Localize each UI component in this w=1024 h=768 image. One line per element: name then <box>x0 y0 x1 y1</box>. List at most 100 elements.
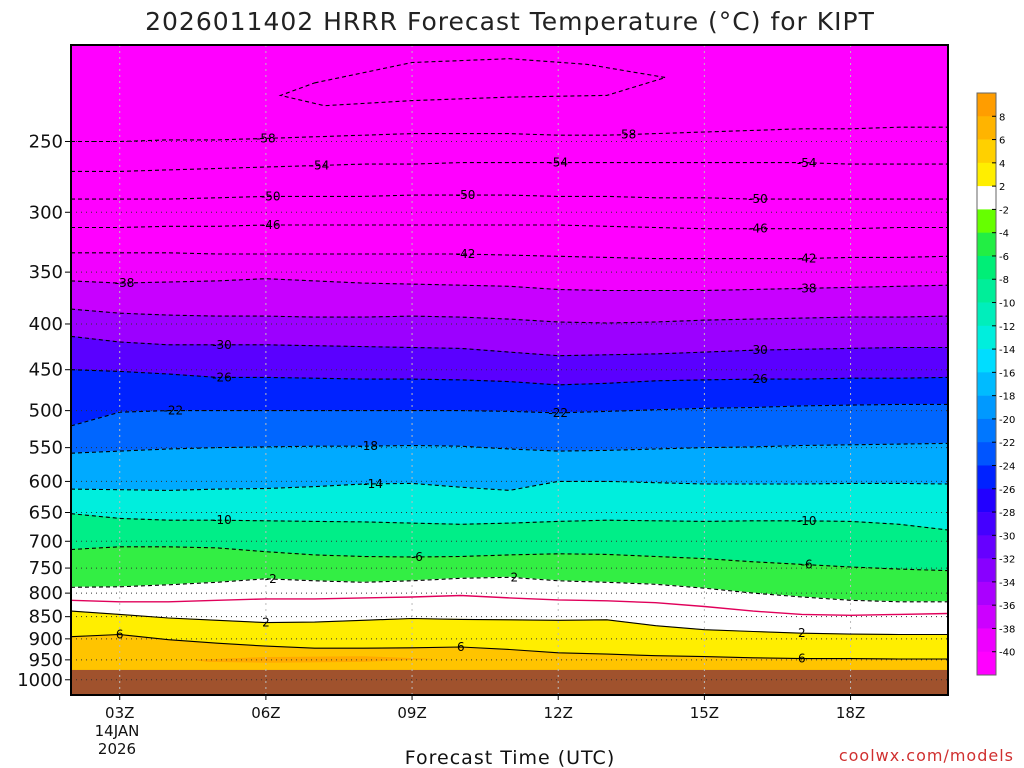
colorbar-cell <box>977 255 996 280</box>
grid-lines <box>71 45 948 695</box>
isotherm-line <box>71 224 948 230</box>
isotherm-line <box>71 442 948 454</box>
colorbar-label: -26 <box>999 485 1015 496</box>
isotherm-line <box>71 369 948 386</box>
colorbar-cell <box>977 279 996 303</box>
contour-label: -54 <box>548 156 568 170</box>
contour-labels: -58 -58 -54 -54 -54 -50 -50 -50 -46 -46 -42 -42 -38 -… <box>115 128 817 666</box>
contour-label: -46 <box>261 218 281 232</box>
isotherm-line <box>71 308 948 324</box>
contour-label: -42 <box>797 251 817 265</box>
contour-label: -54 <box>797 156 817 170</box>
contour-label: 2 <box>798 626 806 640</box>
isotherm-line <box>71 194 948 200</box>
contour-label: -42 <box>456 247 476 261</box>
warm-pocket <box>192 656 437 663</box>
colorbar-label: -4 <box>999 229 1009 240</box>
colorbar-cell <box>977 372 996 396</box>
colorbar-label: 6 <box>999 136 1005 147</box>
x-axis: 03Z 06Z 09Z 12Z 15Z 18Z <box>105 695 865 722</box>
isotherm-line <box>71 403 948 427</box>
colorbar-label: 2 <box>999 182 1005 193</box>
y-tick-label: 400 <box>29 314 63 335</box>
isotherm-line <box>71 335 948 357</box>
colorbar-cell <box>977 465 996 490</box>
y-tick-label: 300 <box>29 202 63 223</box>
contour-label: -22 <box>164 404 184 418</box>
contour-label: -58 <box>617 128 637 142</box>
x-axis-label: Forecast Time (UTC) <box>405 747 615 768</box>
colorbar-cell <box>977 535 996 559</box>
x-tick-label: 06Z <box>251 704 280 722</box>
contour-label: -26 <box>748 372 768 386</box>
isotherm-closed <box>278 58 666 107</box>
colorbar-label: -12 <box>999 322 1015 333</box>
colorbar-cell <box>977 488 996 513</box>
colorbar-cell <box>977 139 996 164</box>
colorbar-cell <box>977 325 996 350</box>
contour-label: -46 <box>748 222 768 236</box>
contour-label: 6 <box>116 628 124 642</box>
colorbar-cell <box>977 232 996 257</box>
contour-label: -2 <box>265 572 277 586</box>
colorbar-cell <box>977 581 996 606</box>
contour-label: -30 <box>748 343 768 357</box>
colorbar-label: -8 <box>999 275 1009 286</box>
y-tick-label: 350 <box>29 262 63 283</box>
y-tick-label: 750 <box>29 558 63 579</box>
contour-label: -38 <box>797 281 817 295</box>
colorbar-label: -2 <box>999 205 1009 216</box>
y-tick-label: 700 <box>29 531 63 552</box>
colorbar-label: 4 <box>999 159 1005 170</box>
colorbar-label: -16 <box>999 368 1015 379</box>
colorbar-label: -22 <box>999 438 1015 449</box>
y-tick-label: 450 <box>29 360 63 381</box>
colorbar-cell <box>977 209 996 233</box>
colorbar-cell <box>977 418 996 443</box>
chart-title: 2026011402 HRRR Forecast Temperature (°C… <box>145 7 875 36</box>
source-credit: coolwx.com/models <box>839 746 1014 765</box>
temperature-band <box>71 45 948 172</box>
colorbar-frame <box>976 92 997 676</box>
y-tick-label: 550 <box>29 438 63 459</box>
colorbar-label: -40 <box>999 648 1015 659</box>
x-tick-label: 12Z <box>544 704 573 722</box>
isotherm-line <box>71 594 948 617</box>
contour-label: -54 <box>310 158 330 172</box>
colorbar-cell <box>977 349 996 373</box>
contour-label: 6 <box>798 652 806 666</box>
contour-label: -30 <box>212 338 232 352</box>
terrain-fill <box>71 669 948 695</box>
colorbar-cell <box>977 116 996 140</box>
colorbar-cell <box>977 162 996 187</box>
y-tick-label: 600 <box>29 471 63 492</box>
isotherm-line <box>71 126 948 143</box>
contour-label: -14 <box>363 477 383 491</box>
x-tick-label: 15Z <box>690 704 719 722</box>
y-tick-label: 1000 <box>17 670 63 691</box>
x-date-line1: 14JAN <box>95 722 140 740</box>
contour-label: 2 <box>511 571 519 585</box>
contour-label: -6 <box>411 550 423 564</box>
colorbar-cell <box>977 186 996 210</box>
y-axis: 2503003504004505005506006507007508008509… <box>17 131 71 691</box>
colorbar-label: -32 <box>999 555 1015 566</box>
isotherm-line <box>71 513 948 531</box>
colorbar-label: -24 <box>999 461 1015 472</box>
isotherm-line <box>71 576 948 603</box>
colorbar-cell <box>977 651 996 676</box>
x-tick-label: 03Z <box>105 704 134 722</box>
contour-label: -10 <box>212 513 232 527</box>
isotherm-line <box>71 278 948 292</box>
isotherm-line <box>71 633 948 660</box>
isotherm-line <box>71 252 948 260</box>
contour-label: -50 <box>748 192 768 206</box>
colorbar-label: -30 <box>999 531 1015 542</box>
x-tick-label: 09Z <box>397 704 426 722</box>
x-tick-label: 18Z <box>836 704 865 722</box>
colorbar-cell <box>977 558 996 583</box>
colorbar: 8 6 4 2 -2 -4 -6 -8 -10 -12 -14 -16 -18 -20 -22 -24 -26 -… <box>976 92 1015 676</box>
colorbar-label: -6 <box>999 252 1009 263</box>
contour-label: -26 <box>212 370 232 384</box>
contour-label: -50 <box>261 189 281 203</box>
